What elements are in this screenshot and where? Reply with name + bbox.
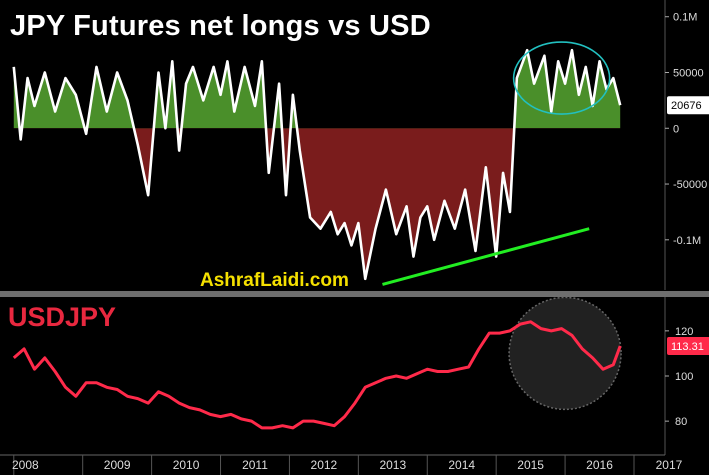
x-tick-label: 2008 [12, 458, 39, 472]
top-y-tick-label: 50000 [673, 68, 704, 80]
top-last-value-box [667, 96, 709, 115]
bottom-last-value-label: 113.31 [671, 341, 704, 353]
x-tick-label: 2012 [311, 458, 338, 472]
x-tick-label: 2014 [448, 458, 475, 472]
top-chart-title: JPY Futures net longs vs USD [10, 10, 431, 42]
x-tick-label: 2011 [242, 458, 268, 472]
x-axis-band [0, 455, 709, 475]
bottom-last-value-box [667, 336, 709, 355]
x-tick-label: 2009 [104, 458, 131, 472]
panel-separator [0, 291, 709, 297]
highlight-circle [508, 296, 622, 411]
x-tick-label: 2017 [656, 458, 683, 472]
trendline [382, 227, 590, 286]
top-y-tick-label: 0.1M [673, 12, 697, 24]
top-y-tick-label: 0 [673, 123, 679, 135]
watermark: AshrafLaidi.com [200, 270, 349, 291]
bottom-y-tick-label: 120 [675, 326, 693, 338]
top-last-value-label: 20676 [671, 100, 702, 112]
positive-area [13, 50, 621, 129]
x-tick-label: 2016 [586, 458, 613, 472]
x-tick-label: 2013 [379, 458, 406, 472]
x-tick-label: 2010 [173, 458, 200, 472]
bottom-y-tick-label: 100 [675, 371, 693, 383]
usdjpy-line [12, 320, 622, 430]
bottom-y-tick-label: 80 [675, 416, 687, 428]
top-y-tick-label: -0.1M [673, 235, 701, 247]
x-tick-label: 2015 [517, 458, 544, 472]
bottom-chart-title: USDJPY [8, 302, 117, 332]
net-longs-line [12, 48, 622, 281]
top-y-tick-label: -50000 [673, 179, 707, 191]
highlight-ellipse [512, 41, 611, 115]
